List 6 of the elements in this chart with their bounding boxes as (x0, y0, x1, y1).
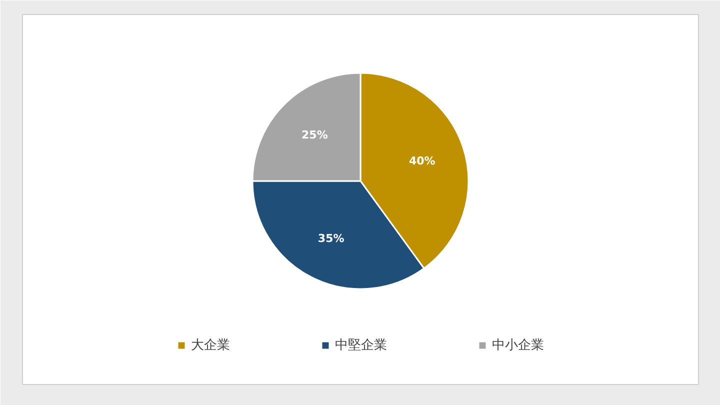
data-label: 40% (408, 154, 436, 168)
data-label: 35% (318, 232, 344, 246)
legend-label: 中堅企業 (335, 337, 387, 354)
legend-label: 中小企業 (492, 337, 544, 354)
legend-label: 大企業 (191, 337, 230, 354)
data-label: 25% (302, 128, 328, 142)
